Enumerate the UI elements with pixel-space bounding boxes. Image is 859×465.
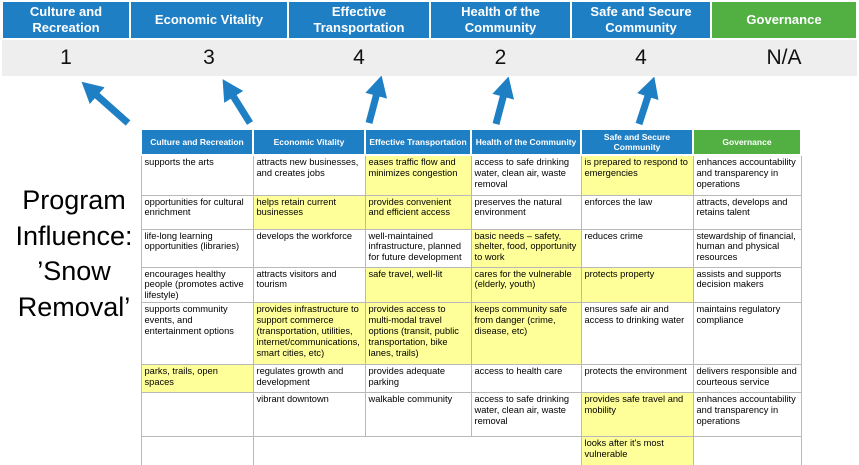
matrix-cell: access to safe drinking water, clean air… [470,392,582,438]
matrix-header: Effective Transportation [364,128,472,156]
matrix-row: parks, trails, open spaces regulates grow… [140,364,802,394]
influence-arrow [492,76,515,125]
matrix-cell: develops the workforce [252,228,366,268]
summary-header-3: Effective Transportation [289,2,429,38]
matrix-cell: access to health care [470,364,582,394]
summary-banner: Culture and Recreation Economic Vitality E… [2,2,857,38]
matrix-cell [365,436,471,465]
summary-score-1: 1 [2,40,130,76]
matrix-cell: supports the arts [140,154,254,196]
matrix-cell: preserves the natural environment [470,194,582,230]
matrix-cell: provides infrastructure to support comme… [252,302,366,366]
matrix-row: vibrant downtown walkable community access… [140,392,802,438]
summary-header-5: Safe and Secure Community [572,2,710,38]
matrix-cell: basic needs – safety, shelter, food, opp… [470,228,582,268]
matrix-cell: opportunities for cultural enrichment [140,194,254,230]
matrix-cell: walkable community [364,392,472,438]
matrix-cell: access to safe drinking water, clean air… [470,154,582,196]
program-title: Program Influence: ’Snow Removal’ [15,185,133,322]
matrix-cell [140,436,254,465]
matrix-cell: eases traffic flow and minimizes congest… [364,154,472,196]
matrix-row: opportunities for cultural enrichment hel… [140,194,802,230]
matrix-table: Culture and Recreation Economic Vitality E… [140,128,802,465]
matrix-cell: life-long learning opportunities (librar… [140,228,254,268]
matrix-row: life-long learning opportunities (librar… [140,228,802,268]
matrix-cell: protects property [580,266,694,304]
matrix-header: Culture and Recreation [140,128,254,156]
matrix-row: supports community events, and entertain… [140,302,802,366]
matrix-cell: maintains regulatory compliance [692,302,802,366]
matrix-cell: enforces the law [580,194,694,230]
influence-arrows [81,76,659,126]
summary-header-2: Economic Vitality [131,2,287,38]
matrix-cell [692,436,802,465]
matrix-row: looks after it's most vulnerable [140,436,802,465]
summary-score-4: 2 [430,40,571,76]
matrix-cell: keeps community safe from danger (crime,… [470,302,582,366]
matrix-cell: attracts new businesses, and creates job… [252,154,366,196]
summary-score-3: 4 [288,40,430,76]
summary-header-1: Culture and Recreation [3,2,129,38]
matrix-cell: attracts, develops and retains talent [692,194,802,230]
matrix-header: Economic Vitality [252,128,366,156]
matrix-cell: cares for the vulnerable (elderly, youth… [470,266,582,304]
summary-score-band: 1 3 4 2 4 N/A [2,40,857,76]
matrix-cell: encourages healthy people (promotes acti… [140,266,254,304]
matrix-cell: provides access to multi-modal travel op… [364,302,472,366]
matrix-cell: stewardship of financial, human and phys… [692,228,802,268]
matrix-header: Safe and Secure Community [580,128,694,156]
summary-header-6: Governance [712,2,856,38]
matrix-cell [140,392,254,438]
matrix-cell: ensures safe air and access to drinking … [580,302,694,366]
matrix-cell: provides convenient and efficient access [364,194,472,230]
matrix-cell: vibrant downtown [252,392,366,438]
matrix-cell: attracts visitors and tourism [252,266,366,304]
matrix-cell: regulates growth and development [252,364,366,394]
matrix-cell: parks, trails, open spaces [140,364,254,394]
matrix-cell: enhances accountability and transparency… [692,154,802,196]
influence-arrow [635,76,659,126]
matrix-cell: is prepared to respond to emergencies [580,154,694,196]
matrix-header: Governance [692,128,802,156]
influence-arrow [81,81,131,126]
matrix-cell: protects the environment [580,364,694,394]
matrix-cell: looks after it's most vulnerable [580,436,694,465]
summary-score-5: 4 [571,40,711,76]
summary-score-2: 3 [130,40,288,76]
matrix-cell: provides adequate parking [364,364,472,394]
matrix-cell: assists and supports decision makers [692,266,802,304]
matrix-cell: provides safe travel and mobility [580,392,694,438]
matrix-cell [253,436,365,465]
matrix-cell: enhances accountability and transparency… [692,392,802,438]
matrix-header: Health of the Community [470,128,582,156]
matrix-cell: supports community events, and entertain… [140,302,254,366]
summary-header-4: Health of the Community [431,2,570,38]
matrix-cell [471,436,581,465]
matrix-cell: safe travel, well-lit [364,266,472,304]
matrix-cell: well-maintained infrastructure, planned … [364,228,472,268]
matrix-cell: helps retain current businesses [252,194,366,230]
matrix-row: encourages healthy people (promotes acti… [140,266,802,304]
influence-arrow [365,76,388,124]
summary-score-6: N/A [711,40,857,76]
matrix-row: supports the arts attracts new businesses… [140,154,802,196]
matrix-cell: reduces crime [580,228,694,268]
influence-arrow [222,79,253,125]
matrix-cell: delivers responsible and courteous servi… [692,364,802,394]
